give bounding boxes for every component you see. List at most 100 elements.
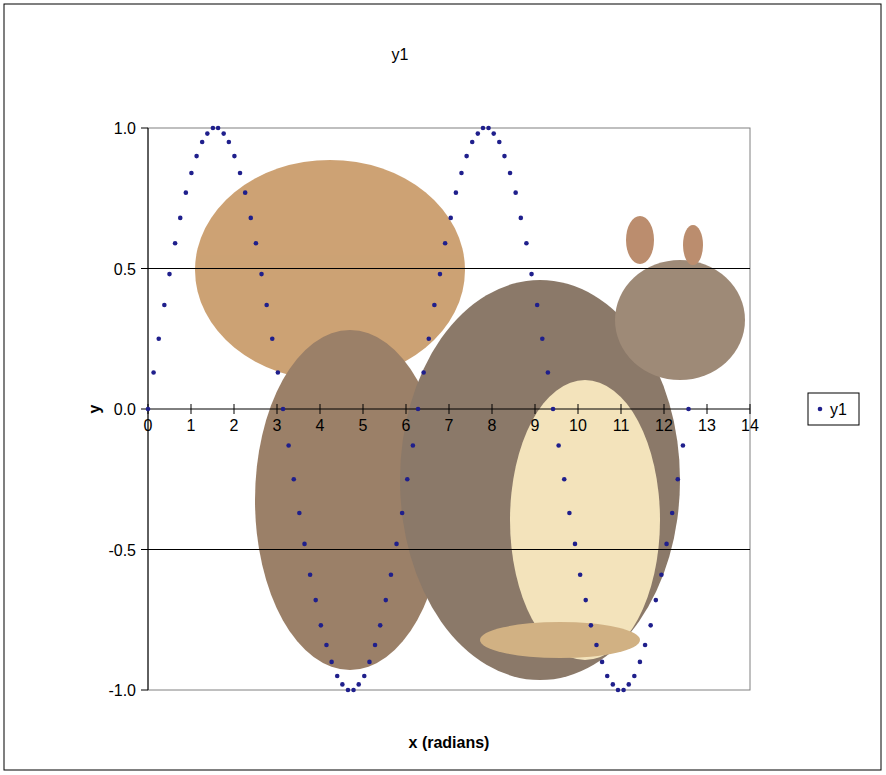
data-point: [578, 572, 583, 577]
y-tick-label: -1.0: [108, 682, 136, 699]
data-point: [443, 241, 448, 246]
x-tick: [406, 404, 407, 414]
data-point: [664, 542, 669, 547]
data-point: [654, 598, 659, 603]
data-point: [340, 682, 345, 687]
data-point: [648, 623, 653, 628]
x-tick-label: 7: [445, 417, 454, 434]
x-tick-label: 12: [655, 417, 673, 434]
chart-frame: [4, 4, 881, 770]
data-point: [264, 303, 269, 308]
data-point: [302, 542, 307, 547]
data-point: [481, 126, 486, 131]
data-point: [594, 643, 599, 648]
data-point: [286, 443, 291, 448]
data-point: [464, 154, 469, 159]
data-point: [626, 682, 631, 687]
y-axis-title: y: [86, 404, 103, 413]
squirrel-photo: [195, 160, 745, 680]
x-tick: [578, 404, 579, 414]
data-point: [621, 688, 626, 693]
data-point: [259, 272, 264, 277]
x-tick: [449, 404, 450, 414]
x-tick-label: 8: [488, 417, 497, 434]
x-tick: [664, 404, 665, 414]
data-point: [540, 336, 545, 341]
data-point: [519, 216, 524, 221]
x-axis-title: x (radians): [409, 734, 490, 751]
data-point: [611, 682, 616, 687]
data-point: [524, 241, 529, 246]
data-point: [502, 154, 507, 159]
legend-marker: [818, 407, 823, 412]
data-point: [638, 660, 643, 665]
squirrel-ear: [626, 216, 654, 264]
data-point: [243, 190, 248, 195]
squirrel-ear: [683, 225, 703, 265]
y-tick: [141, 128, 148, 129]
data-point: [319, 623, 324, 628]
legend: y1: [808, 393, 859, 425]
x-tick: [750, 404, 751, 414]
data-point: [378, 623, 383, 628]
data-point: [491, 131, 496, 136]
data-point: [167, 272, 172, 277]
data-point: [426, 336, 431, 341]
data-point: [211, 126, 216, 131]
x-tick: [363, 404, 364, 414]
x-tick-label: 9: [531, 417, 540, 434]
chart: -1.0-0.50.00.51.001234567891011121314y1x…: [0, 0, 886, 775]
data-point: [146, 407, 151, 412]
data-point: [632, 674, 637, 679]
data-point: [276, 370, 281, 375]
data-point: [411, 443, 416, 448]
data-points: [146, 126, 691, 693]
x-tick-label: 1: [187, 417, 196, 434]
data-point: [308, 572, 313, 577]
data-point: [162, 303, 167, 308]
data-point: [232, 154, 237, 159]
data-point: [383, 598, 388, 603]
grid-line: [148, 549, 750, 550]
data-point: [156, 336, 161, 341]
grid-line: [148, 268, 750, 269]
data-point: [470, 140, 475, 145]
y-tick: [141, 690, 148, 691]
data-point: [151, 370, 156, 375]
data-point: [497, 140, 502, 145]
data-point: [356, 682, 361, 687]
x-tick-label: 3: [273, 417, 282, 434]
data-point: [529, 272, 534, 277]
x-tick-label: 14: [741, 417, 759, 434]
data-point: [567, 511, 572, 516]
data-point: [513, 190, 518, 195]
data-point: [389, 572, 394, 577]
data-point: [486, 126, 491, 131]
data-point: [184, 190, 189, 195]
x-tick-label: 6: [402, 417, 411, 434]
data-point: [508, 171, 513, 176]
data-point: [248, 216, 253, 221]
data-point: [556, 443, 561, 448]
data-point: [573, 542, 578, 547]
data-point: [454, 190, 459, 195]
x-tick: [320, 404, 321, 414]
data-point: [459, 171, 464, 176]
data-point: [681, 443, 686, 448]
data-point: [616, 688, 621, 693]
legend-label: y1: [830, 401, 847, 418]
data-point: [189, 171, 194, 176]
data-point: [394, 542, 399, 547]
x-tick: [492, 404, 493, 414]
plot-area: [148, 128, 750, 690]
x-tick-label: 13: [698, 417, 716, 434]
data-point: [546, 370, 551, 375]
data-point: [362, 674, 367, 679]
x-tick-label: 2: [230, 417, 239, 434]
chart-title: y1: [392, 46, 409, 63]
data-point: [659, 572, 664, 577]
data-point: [416, 407, 421, 412]
data-point: [178, 216, 183, 221]
squirrel-head: [615, 260, 745, 380]
data-point: [448, 216, 453, 221]
